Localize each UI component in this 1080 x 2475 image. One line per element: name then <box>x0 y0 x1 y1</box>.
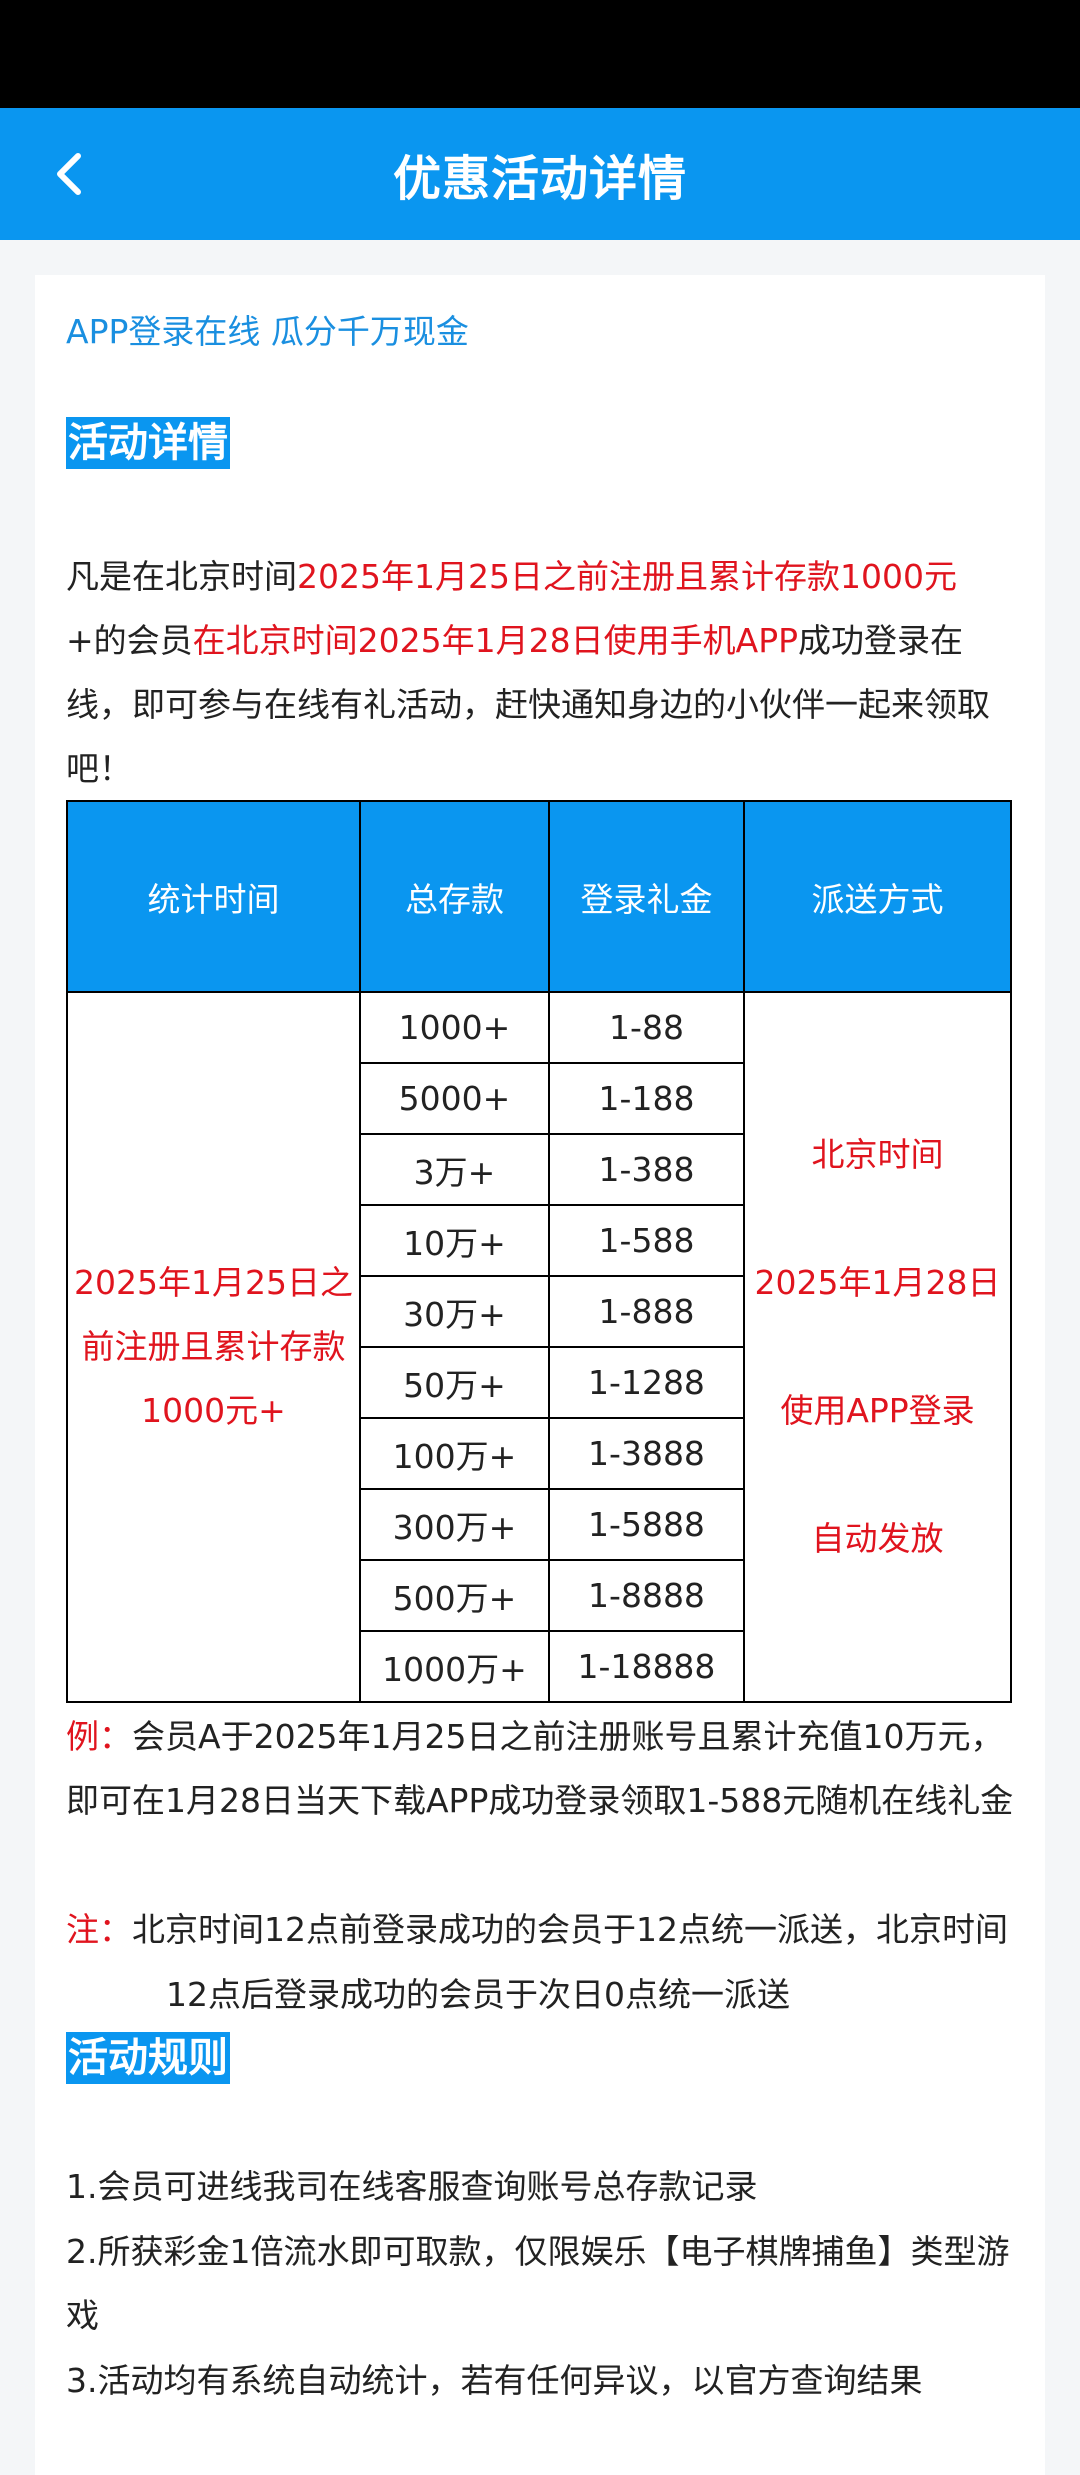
table-row: 3万+ 1-388 <box>67 1133 1011 1206</box>
bonus-cell: 1-888 <box>548 1275 745 1348</box>
section-heading-details: 活动详情 <box>66 417 230 469</box>
promo-subtitle: APP登录在线 瓜分千万现金 <box>66 312 469 351</box>
note-label: 注： <box>66 1910 132 1949</box>
condition-cell: 2025年1月25日之前注册且累计存款1000元+ <box>66 991 361 1703</box>
example-text: 例：会员A于2025年1月25日之前注册账号且累计充值10万元，即可在1月28日… <box>66 1705 1016 1833</box>
rule-item: 2.所获彩金1倍流水即可取款，仅限娱乐【电子棋牌捕鱼】类型游戏 <box>66 2231 1010 2336</box>
intro-paragraph: 凡是在北京时间2025年1月25日之前注册且累计存款1000元 +的会员在北京时间… <box>66 545 1016 801</box>
example-label: 例： <box>66 1717 132 1756</box>
table-row: 30万+ 1-888 <box>67 1275 1011 1348</box>
table-row: 1000万+ 1-18888 <box>67 1630 1011 1703</box>
table-row: 10万+ 1-588 <box>67 1204 1011 1277</box>
bonus-cell: 1-388 <box>548 1133 745 1206</box>
table-row: 500万+ 1-8888 <box>67 1559 1011 1632</box>
bonus-cell: 1-588 <box>548 1204 745 1277</box>
delivery-line: 北京时间 <box>811 1135 944 1174</box>
deposit-cell: 300万+ <box>359 1488 550 1561</box>
table-row: 2025年1月25日之前注册且累计存款1000元+ 1000+ 1-88 北京时间 20… <box>66 991 1012 1703</box>
deposit-cell: 50万+ <box>359 1346 550 1419</box>
bonus-cell: 1-5888 <box>548 1488 745 1561</box>
table-header: 总存款 <box>359 800 550 993</box>
table-header: 统计时间 <box>66 800 361 993</box>
reward-table: 统计时间 总存款 登录礼金 派送方式 2025年1月25日之前注册且累计存款10… <box>66 800 1012 1703</box>
back-button[interactable] <box>40 142 104 206</box>
chevron-left-icon <box>57 153 81 195</box>
note-body: 北京时间12点前登录成功的会员于12点统一派送，北京时间12点后登录成功的会员于… <box>132 1910 1008 2014</box>
intro-highlight: 2025年1月25日之前注册且累计存款1000元 <box>297 557 957 596</box>
bonus-cell: 1-8888 <box>548 1559 745 1632</box>
bonus-cell: 1-88 <box>548 991 745 1064</box>
deposit-cell: 30万+ <box>359 1275 550 1348</box>
table-row: 300万+ 1-5888 <box>67 1488 1011 1561</box>
table-header: 派送方式 <box>743 800 1012 993</box>
intro-text: +的会员 <box>66 621 193 660</box>
table-row: 5000+ 1-188 <box>67 1062 1011 1135</box>
status-bar <box>0 0 1080 108</box>
bonus-cell: 1-18888 <box>548 1630 745 1703</box>
deposit-cell: 100万+ <box>359 1417 550 1490</box>
bonus-cell: 1-3888 <box>548 1417 745 1490</box>
deposit-cell: 10万+ <box>359 1204 550 1277</box>
deposit-cell: 500万+ <box>359 1559 550 1632</box>
table-header: 登录礼金 <box>548 800 745 993</box>
intro-text: 成功登录在线，即可参与在线有礼活动，赶快通知身边的小伙伴一起来领取吧！ <box>66 621 990 788</box>
deposit-cell: 5000+ <box>359 1062 550 1135</box>
section-heading-rules: 活动规则 <box>66 2032 230 2084</box>
delivery-line: 使用APP登录 <box>780 1391 975 1430</box>
app-header: 优惠活动详情 <box>0 108 1080 240</box>
bonus-cell: 1-1288 <box>548 1346 745 1419</box>
page-title: 优惠活动详情 <box>392 151 687 207</box>
rules-list: 1.会员可进线我司在线客服查询账号总存款记录 2.所获彩金1倍流水即可取款，仅限… <box>66 2155 1016 2413</box>
intro-highlight: 在北京时间2025年1月28日使用手机APP <box>192 621 798 660</box>
intro-text: 凡是在北京时间 <box>66 557 297 596</box>
delivery-line: 自动发放 <box>811 1519 944 1558</box>
deposit-cell: 1000+ <box>359 991 550 1064</box>
example-body: 会员A于2025年1月25日之前注册账号且累计充值10万元，即可在1月28日当天… <box>66 1717 1014 1820</box>
table-row: 50万+ 1-1288 <box>67 1346 1011 1419</box>
promo-card: APP登录在线 瓜分千万现金 活动详情 凡是在北京时间2025年1月25日之前注… <box>35 275 1045 2475</box>
deposit-cell: 1000万+ <box>359 1630 550 1703</box>
note-text: 注：北京时间12点前登录成功的会员于12点统一派送，北京时间12点后登录成功的会… <box>66 1897 1016 2027</box>
delivery-line: 2025年1月28日 <box>754 1263 1001 1302</box>
deposit-cell: 3万+ <box>359 1133 550 1206</box>
delivery-cell: 北京时间 2025年1月28日 使用APP登录 自动发放 <box>743 991 1012 1703</box>
rule-item: 1.会员可进线我司在线客服查询账号总存款记录 <box>66 2167 758 2206</box>
table-row: 100万+ 1-3888 <box>67 1417 1011 1490</box>
rule-item: 3.活动均有系统自动统计，若有任何异议，以官方查询结果 <box>66 2360 923 2400</box>
bonus-cell: 1-188 <box>548 1062 745 1135</box>
